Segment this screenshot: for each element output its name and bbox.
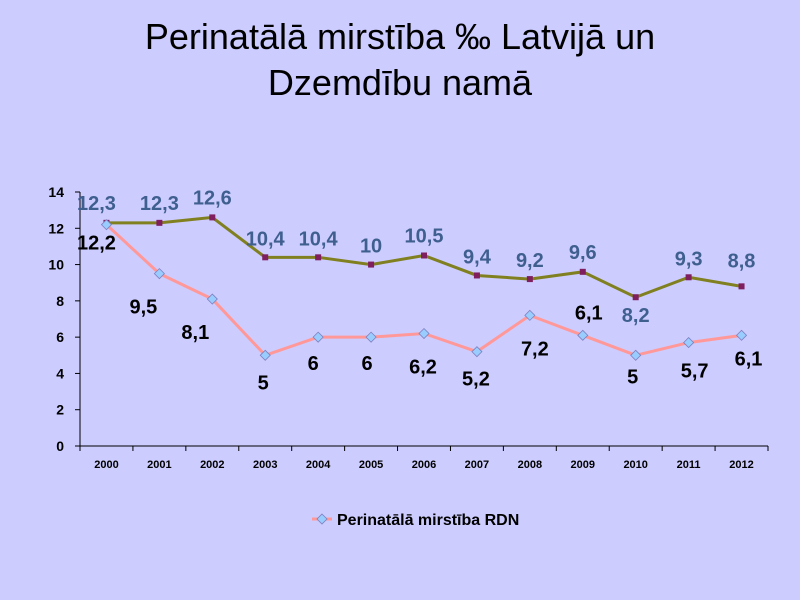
axes: 0 2 4 6 8 10 12 14 2000 2001 2002 2003 2004 2005 2006 2…	[48, 184, 769, 471]
series-marker-national	[526, 276, 533, 283]
legend-swatch-marker	[316, 513, 328, 525]
data-label-rdn: 6	[308, 353, 319, 375]
data-label-rdn: 6,1	[735, 348, 763, 370]
y-tick-label: 2	[56, 402, 64, 418]
data-label-rdn: 5	[627, 366, 638, 388]
data-label-national: 8,8	[728, 250, 756, 272]
series-lines	[100, 214, 748, 361]
series-marker-rdn	[630, 349, 642, 361]
legend-entry-rdn: Perinatālā mirstība RDN	[337, 512, 519, 529]
series-marker-national	[156, 219, 163, 226]
data-label-national: 8,2	[622, 305, 650, 327]
data-label-national: 9,6	[569, 242, 597, 264]
series-marker-national	[262, 254, 269, 261]
chart-title: Perinatālā mirstība ‰ Latvijā un Dzemdīb…	[144, 16, 656, 103]
series-marker-rdn	[683, 337, 695, 349]
data-label-rdn: 9,5	[129, 297, 157, 319]
data-label-national: 10	[360, 236, 382, 258]
y-tick-label: 6	[56, 329, 64, 345]
data-label-national: 9,2	[516, 250, 544, 272]
y-tick-label: 8	[56, 293, 64, 309]
series-marker-rdn	[735, 329, 748, 341]
y-tick-label: 0	[56, 438, 64, 454]
x-tick-label: 2000	[94, 459, 118, 471]
data-label-national: 10,5	[405, 226, 444, 248]
x-tick-label: 2003	[253, 459, 277, 471]
data-label-rdn: 8,1	[181, 322, 209, 344]
x-tick-label: 2011	[677, 459, 701, 471]
x-tick-label: 2007	[465, 459, 489, 471]
series-marker-national	[315, 254, 322, 261]
y-tick-label: 14	[48, 184, 64, 200]
data-label-rdn: 5,2	[462, 369, 490, 391]
series-marker-national	[209, 214, 216, 221]
data-label-national: 10,4	[299, 228, 339, 250]
series-marker-national	[632, 294, 639, 301]
x-tick-label: 2008	[518, 459, 542, 471]
data-label-national: 12,6	[193, 187, 232, 209]
series-marker-rdn	[100, 219, 113, 231]
series-marker-rdn	[206, 293, 218, 305]
series-marker-national	[685, 274, 692, 281]
y-tick-label: 4	[56, 365, 64, 381]
y-tick-label: 12	[48, 220, 64, 236]
series-marker-national	[421, 252, 427, 259]
data-label-national: 9,4	[463, 246, 492, 268]
x-tick-label: 2001	[147, 459, 171, 471]
data-label-rdn: 12,2	[77, 233, 116, 255]
x-tick-label: 2009	[571, 459, 595, 471]
y-tick-label: 10	[48, 257, 64, 273]
data-label-rdn: 6,1	[575, 302, 603, 324]
series-marker-rdn	[153, 268, 165, 280]
data-label-national: 12,3	[140, 193, 179, 215]
series-marker-rdn	[365, 331, 377, 343]
series-marker-rdn	[259, 349, 271, 361]
series-marker-rdn	[418, 327, 430, 340]
data-label-rdn: 5,7	[681, 361, 709, 383]
data-label-rdn: 7,2	[521, 338, 549, 360]
data-label-rdn: 6,2	[409, 357, 437, 379]
x-tick-label: 2002	[200, 459, 224, 471]
data-label-national: 12,3	[77, 193, 116, 215]
data-labels: 12,3 12,3 12,6 10,4 10,4 10 10,5 9,4 9,2 9,6 8,2 9,…	[77, 187, 762, 394]
data-label-rdn: 5	[258, 372, 269, 394]
x-tick-label: 2010	[623, 459, 647, 471]
series-marker-national	[473, 272, 480, 279]
x-tick-label: 2012	[729, 459, 753, 471]
x-tick-label: 2006	[412, 459, 436, 471]
series-marker-national	[368, 261, 375, 268]
series-marker-rdn	[524, 309, 536, 321]
x-tick-label: 2005	[359, 459, 383, 471]
series-marker-rdn	[312, 331, 324, 343]
legend: Perinatālā mirstība RDN	[312, 512, 519, 529]
x-tick-label: 2004	[306, 459, 331, 471]
series-marker-national	[579, 268, 586, 275]
series-marker-rdn	[471, 346, 483, 358]
data-label-national: 9,3	[675, 248, 703, 270]
data-label-rdn: 6	[362, 353, 373, 375]
series-marker-national	[738, 283, 745, 290]
series-marker-rdn	[577, 329, 589, 341]
data-label-national: 10,4	[246, 228, 286, 250]
